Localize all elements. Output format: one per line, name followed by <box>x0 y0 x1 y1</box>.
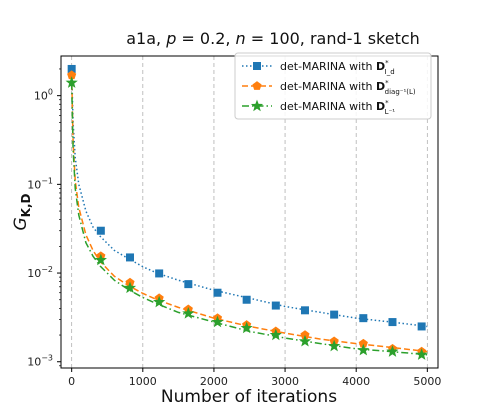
series-point <box>94 253 107 266</box>
legend-label: det-MARINA with D* L⁻¹ <box>280 99 395 116</box>
x-tick-label: 3000 <box>271 375 299 388</box>
title-n-symbol: n <box>236 29 246 48</box>
x-tick-label: 1000 <box>129 375 157 388</box>
y-tick-label: 10−1 <box>27 176 53 191</box>
series-layer <box>65 64 428 360</box>
title-prefix: a1a, <box>126 29 166 48</box>
legend: det-MARINA with D* I_d det-MARINA with D* d… <box>234 52 432 120</box>
series-point <box>155 269 164 278</box>
series-point <box>386 345 399 357</box>
y-tick-label: 10−2 <box>27 265 53 280</box>
y-axis-ticks: 10−3 10−2 10−1 100 <box>27 68 61 369</box>
title-n-value: = 100, rand-1 sketch <box>246 29 420 48</box>
series-point <box>96 226 105 235</box>
series-point <box>182 307 195 319</box>
series-point <box>269 328 282 341</box>
series-point <box>328 339 341 352</box>
y-tick-label: 100 <box>34 88 53 103</box>
x-tick-label: 4000 <box>342 375 370 388</box>
x-axis-ticks: 0 1000 2000 3000 4000 5000 <box>68 368 441 388</box>
y-tick-label: 10−3 <box>27 354 53 369</box>
x-tick-label: 0 <box>68 375 75 388</box>
x-tick-label: 2000 <box>200 375 228 388</box>
title-p-value: = 0.2, <box>176 29 235 48</box>
series-point <box>153 295 166 308</box>
y-axis-title-main: G <box>11 217 31 230</box>
series-line <box>70 68 428 328</box>
series-point <box>415 348 428 360</box>
series-point <box>417 322 426 331</box>
series-line <box>70 82 428 356</box>
series-point <box>213 288 222 297</box>
series-point <box>330 310 339 319</box>
legend-label: det-MARINA with D* I_d <box>280 59 395 76</box>
y-axis-title: GK,D <box>11 193 33 230</box>
x-axis-title: Number of iterations <box>161 387 337 407</box>
legend-marker <box>252 81 262 90</box>
series-point <box>271 301 280 310</box>
x-tick-label: 5000 <box>413 375 441 388</box>
series-point <box>240 321 253 334</box>
series-point <box>359 314 368 323</box>
series-point <box>125 253 134 262</box>
legend-label: det-MARINA with D* diag⁻¹(L) <box>280 79 416 96</box>
series-point <box>300 306 309 315</box>
y-axis-title-sub: K,D <box>19 193 33 217</box>
series-point <box>123 281 137 294</box>
series-point <box>242 295 251 304</box>
series-point <box>298 334 312 347</box>
series-3 <box>65 76 428 360</box>
series-point <box>65 76 78 88</box>
series-point <box>388 318 397 327</box>
series-point <box>211 315 224 328</box>
legend-marker <box>250 99 264 112</box>
chart-title: a1a, p = 0.2, n = 100, rand-1 sketch <box>126 29 420 48</box>
title-p-symbol: p <box>165 29 176 48</box>
legend-marker <box>253 62 261 70</box>
series-point <box>184 280 193 289</box>
series-line <box>70 75 428 353</box>
series-point <box>357 343 370 356</box>
legend-box <box>234 52 432 120</box>
